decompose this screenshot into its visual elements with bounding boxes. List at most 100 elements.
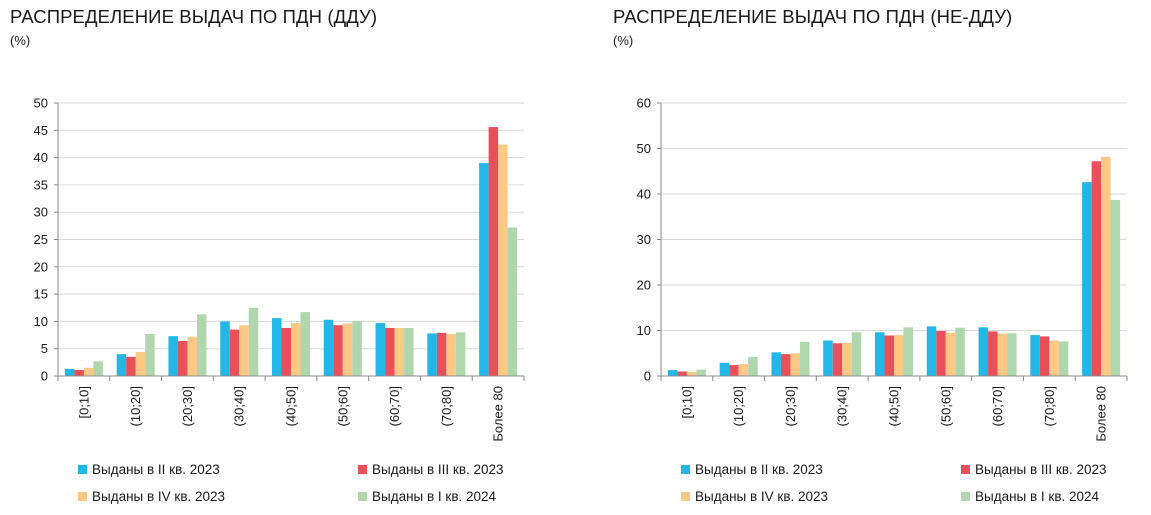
chart-panel-ne-ddu: РАСПРЕДЕЛЕНИЕ ВЫДАЧ ПО ПДН (НЕ-ДДУ) (%) … <box>603 0 1151 515</box>
bar <box>291 323 301 376</box>
bar <box>842 342 852 376</box>
x-tick-label: Более 80 <box>1094 386 1109 442</box>
legend-swatch <box>78 465 87 474</box>
legend-label: Выданы в III кв. 2023 <box>975 462 1107 477</box>
x-tick-label: (50;60] <box>938 386 953 426</box>
x-tick-label: (20;30] <box>783 386 798 426</box>
bar <box>1091 161 1102 376</box>
y-tick-label: 30 <box>637 232 651 247</box>
x-tick-label: (50;60] <box>335 386 350 426</box>
chart-unit: (%) <box>613 33 634 48</box>
bar <box>926 326 937 376</box>
legend-item: Выданы в III кв. 2023 <box>961 462 1107 477</box>
legend-swatch <box>681 492 690 501</box>
bar <box>177 341 188 376</box>
chart-unit: (%) <box>10 33 31 48</box>
bar <box>427 333 437 376</box>
y-tick-label: 40 <box>34 150 48 165</box>
bar <box>323 319 334 376</box>
y-tick-label: 10 <box>34 314 48 329</box>
bar <box>832 343 843 376</box>
y-tick-label: 10 <box>637 323 651 338</box>
legend-label: Выданы в IV кв. 2023 <box>92 489 226 504</box>
legend-swatch <box>961 492 970 501</box>
bar <box>988 331 998 376</box>
x-tick-label: (60;70] <box>387 386 402 426</box>
bar <box>498 144 508 376</box>
chart-plot-ddu: 0 5 10 15 20 25 30 35 40 45 50 [0;10] (10;20] (20;30]… <box>34 96 525 442</box>
y-tick-label: 0 <box>41 369 48 384</box>
bar <box>74 369 84 376</box>
legend-label: Выданы в I кв. 2024 <box>975 489 1100 504</box>
bar <box>385 327 395 376</box>
bar <box>135 351 146 376</box>
bar <box>851 332 862 376</box>
bar <box>936 330 946 376</box>
bar <box>667 370 678 376</box>
x-tick-label: (40;50] <box>284 386 299 426</box>
bar <box>248 307 259 376</box>
bar <box>780 354 791 376</box>
legend-label: Выданы в I кв. 2024 <box>372 489 497 504</box>
bar <box>1101 156 1111 376</box>
bar <box>93 361 103 376</box>
x-tick-label: (20;30] <box>180 386 195 426</box>
bar <box>229 329 240 376</box>
y-tick-label: 20 <box>34 259 48 274</box>
x-tick-label: (30;40] <box>835 386 850 426</box>
bar <box>799 341 810 376</box>
bar <box>884 335 894 376</box>
bar <box>333 325 343 376</box>
y-tick-label: 25 <box>34 232 48 247</box>
bar <box>875 332 885 376</box>
y-tick-label: 5 <box>41 341 48 356</box>
bar <box>1058 341 1069 376</box>
legend-item: Выданы в II кв. 2023 <box>681 462 823 477</box>
x-tick-label: (10;20] <box>128 386 143 426</box>
x-tick-label: (70;80] <box>1042 386 1057 426</box>
bar <box>823 340 833 376</box>
bar <box>1110 199 1121 376</box>
bar <box>352 320 362 376</box>
bar <box>771 352 781 376</box>
legend-label: Выданы в II кв. 2023 <box>695 462 823 477</box>
chart-plot-ne-ddu: 0 10 20 30 40 50 60 [0;10] (10;20] (20;30] (30;40]… <box>637 96 1128 442</box>
bar <box>394 327 405 376</box>
bar <box>978 327 989 376</box>
bar <box>196 314 207 376</box>
legend-item: Выданы в IV кв. 2023 <box>78 489 225 504</box>
bar <box>955 327 965 376</box>
x-tick-label: (10;20] <box>731 386 746 426</box>
x-tick-label: (60;70] <box>990 386 1005 426</box>
y-tick-label: 50 <box>637 141 651 156</box>
legend-swatch <box>358 465 367 474</box>
y-tick-label: 15 <box>34 287 48 302</box>
legend-item: Выданы в I кв. 2024 <box>961 489 1099 504</box>
y-tick-label: 20 <box>637 278 651 293</box>
bar <box>479 163 489 376</box>
bar <box>945 332 956 376</box>
chart-title: РАСПРЕДЕЛЕНИЕ ВЫДАЧ ПО ПДН (ДДУ) <box>10 6 378 27</box>
bar <box>300 312 310 376</box>
legend-item: Выданы в III кв. 2023 <box>358 462 504 477</box>
legend-label: Выданы в III кв. 2023 <box>372 462 504 477</box>
x-tick-label: (30;40] <box>232 386 247 426</box>
bar <box>1049 340 1059 376</box>
bar <box>894 335 904 376</box>
y-tick-label: 40 <box>637 187 651 202</box>
bar <box>719 362 730 376</box>
legend-item: Выданы в IV кв. 2023 <box>681 489 828 504</box>
legend-label: Выданы в IV кв. 2023 <box>695 489 829 504</box>
y-tick-label: 50 <box>34 96 48 111</box>
bar <box>1007 333 1017 376</box>
bar <box>903 327 913 376</box>
bar <box>488 127 499 376</box>
bar <box>375 323 386 376</box>
bar <box>997 333 1008 376</box>
legend-label: Выданы в II кв. 2023 <box>92 462 220 477</box>
bar <box>220 321 230 376</box>
bar <box>404 327 414 376</box>
x-tick-label: (70;80] <box>439 386 454 426</box>
bar <box>116 354 127 376</box>
bar <box>436 332 447 376</box>
